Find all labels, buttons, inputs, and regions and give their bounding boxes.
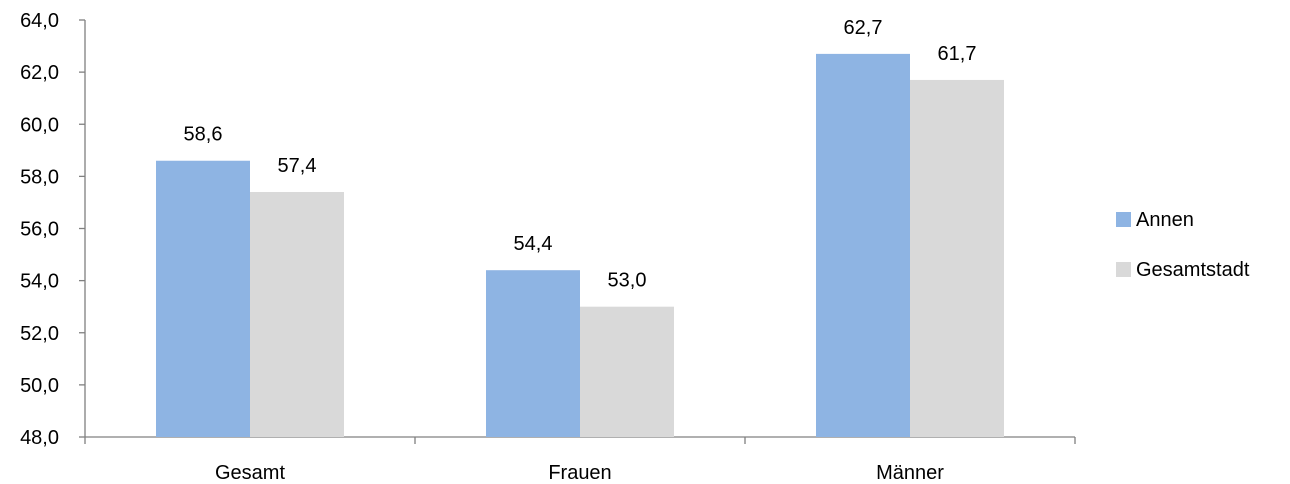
- legend-label: Annen: [1136, 209, 1194, 231]
- y-tick-label: 62,0: [20, 62, 59, 84]
- bar-annen-frauen: [486, 270, 580, 437]
- legend-swatch-annen: [1116, 212, 1131, 227]
- bar-gesamtstadt-gesamt: [250, 192, 344, 437]
- x-tick-label: Gesamt: [215, 462, 285, 484]
- data-label: 53,0: [608, 270, 647, 292]
- bar-annen-männer: [816, 53, 910, 437]
- data-label: 57,4: [278, 155, 317, 177]
- data-labels: 58,6 54,4 62,7 57,4 53,0 61,7: [184, 17, 977, 292]
- y-tick-label: 64,0: [20, 10, 59, 32]
- data-label: 61,7: [938, 43, 977, 65]
- data-label: 54,4: [514, 233, 553, 255]
- x-tick-label: Frauen: [548, 462, 611, 484]
- y-tick-label: 50,0: [20, 375, 59, 397]
- y-tick-label: 52,0: [20, 323, 59, 345]
- x-tick-label: Männer: [876, 462, 944, 484]
- legend: Annen Gesamtstadt: [1116, 209, 1250, 281]
- y-tick-label: 56,0: [20, 219, 59, 241]
- bar-annen-gesamt: [156, 160, 250, 438]
- y-tick-label: 48,0: [20, 427, 59, 449]
- legend-swatch-gesamtstadt: [1116, 262, 1131, 277]
- x-axis: Gesamt Frauen Männer: [84, 436, 1076, 484]
- y-tick-label: 58,0: [20, 166, 59, 188]
- y-tick-label: 54,0: [20, 271, 59, 293]
- data-label: 58,6: [184, 124, 223, 146]
- bars: [156, 53, 1004, 438]
- bar-gesamtstadt-männer: [910, 79, 1004, 437]
- y-axis: 48,0 50,0 52,0 54,0 56,0 58,0 60,0 62,0 64,0: [20, 10, 86, 449]
- y-tick-label: 60,0: [20, 114, 59, 136]
- data-label: 62,7: [844, 17, 883, 39]
- legend-label: Gesamtstadt: [1136, 259, 1250, 281]
- bar-gesamtstadt-frauen: [580, 306, 674, 437]
